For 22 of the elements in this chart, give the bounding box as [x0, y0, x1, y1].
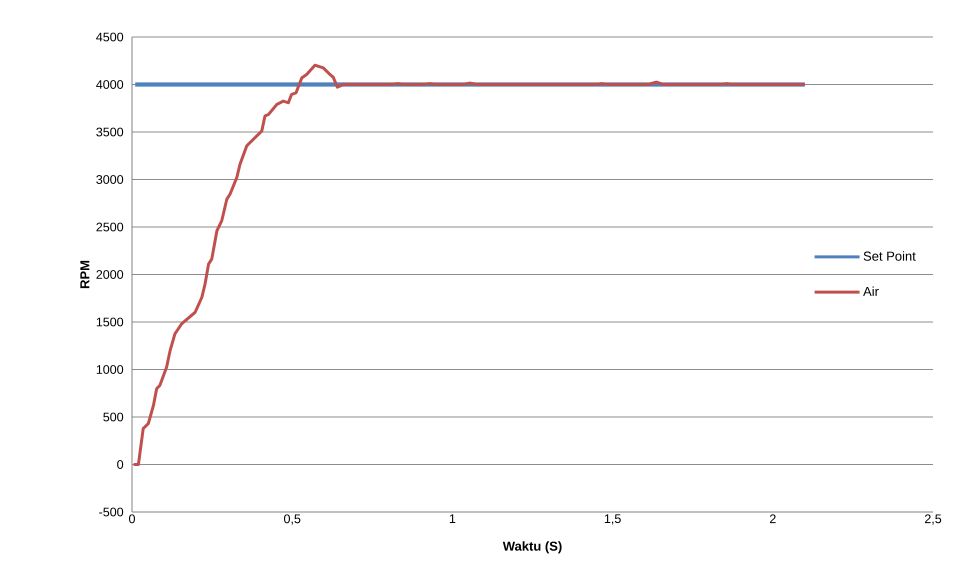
x-tick-label: 1,5	[604, 514, 621, 525]
y-tick-label: 1500	[96, 318, 124, 326]
y-tick-label: 1000	[96, 365, 124, 374]
x-tick-label: 2,5	[924, 514, 942, 525]
line-series	[132, 64, 806, 466]
y-tick-label: 2500	[96, 222, 124, 232]
y-tick-label: 2000	[96, 270, 124, 279]
x-tick-label: 0,5	[284, 514, 300, 525]
y-tick-label: 3500	[96, 128, 124, 136]
x-tick-label: 1	[450, 514, 456, 523]
x-tick-label: 2	[770, 514, 776, 524]
y-tick-label: 500	[103, 412, 124, 422]
y-axis-title: RPM	[80, 260, 90, 288]
y-tick-label: 0	[117, 460, 124, 469]
y-tick-label: -500	[99, 508, 124, 516]
y-tick-label: 4000	[96, 80, 124, 89]
legend-label: Set Point	[864, 251, 916, 261]
y-tick-label: 3000	[96, 175, 124, 184]
x-tick-label: 0	[129, 514, 135, 524]
y-tick-label: 4500	[96, 32, 124, 42]
x-axis-title: Waktu (S)	[502, 541, 562, 554]
legend-label: Air	[863, 286, 879, 296]
